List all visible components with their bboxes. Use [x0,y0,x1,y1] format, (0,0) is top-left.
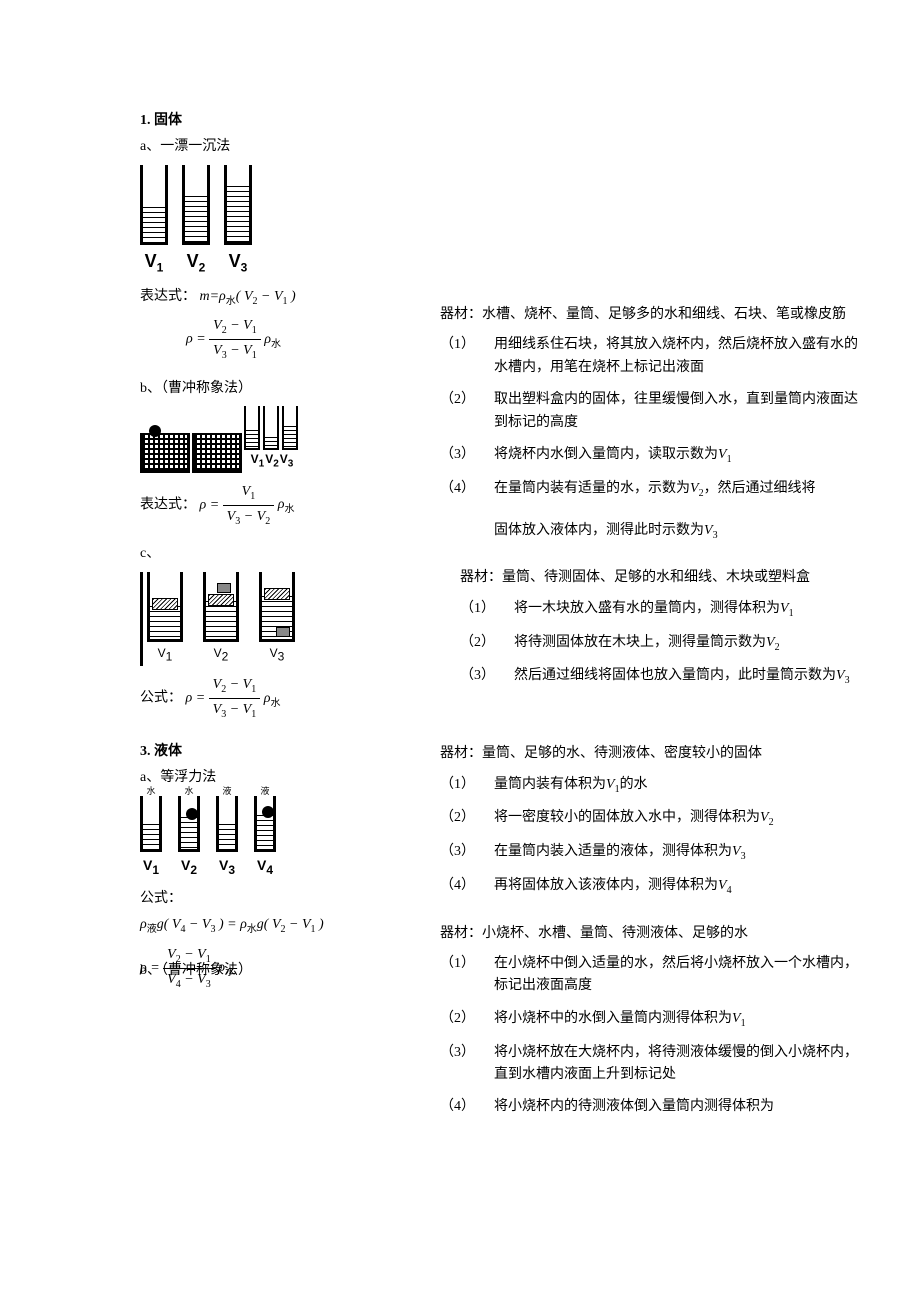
diagram-3a: 水 V1 水 V2 液 [140,796,400,880]
materials-3b: 器材：小烧杯、水槽、量筒、待测液体、足够的水 （1）在小烧杯中倒入适量的水，然后… [440,923,860,1119]
method-3a-label: a、等浮力法 [140,767,400,789]
section-3-title: 3. 液体 [140,741,400,763]
method-3b-label: b、（曹冲称象法） [140,960,252,982]
formula-1a: 表达式： m=ρ水( V2 − V1 ) ρ = V2 − V1 V3 − V1… [140,286,400,364]
diagram-1c: V1 V2 V3 [140,572,400,667]
diagram-1b: V1 V2 V3 [140,406,400,472]
materials-1c: 器材：量筒、待测固体、足够的水和细线、木块或塑料盒 （1）将一木块放入盛有水的量… [440,567,860,689]
method-b-label: b、（曹冲称象法） [140,378,400,400]
formula-1c: 公式： ρ = V2 − V1 V3 − V1 ρ水 [140,674,400,723]
section-1-title: 1. 固体 [140,110,400,132]
method-c-label: c、 [140,543,400,565]
formula-1b: 表达式： ρ = V1 V3 − V2 ρ水 [140,481,400,530]
materials-1a: 器材：水槽、烧杯、量筒、足够多的水和细线、石块、笔或橡皮筋 （1）用细线系住石块… [440,304,860,543]
diagram-1a: V1 V2 V3 [140,165,400,278]
materials-3a: 器材：量筒、足够的水、待测液体、密度较小的固体 （1）量筒内装有体积为V1的水 … [440,743,860,899]
method-a-label: a、一漂一沉法 [140,136,400,158]
formula-3a: 公式： ρ液g( V4 − V3 ) = ρ水g( V2 − V1 ) ρ = … [140,888,400,993]
